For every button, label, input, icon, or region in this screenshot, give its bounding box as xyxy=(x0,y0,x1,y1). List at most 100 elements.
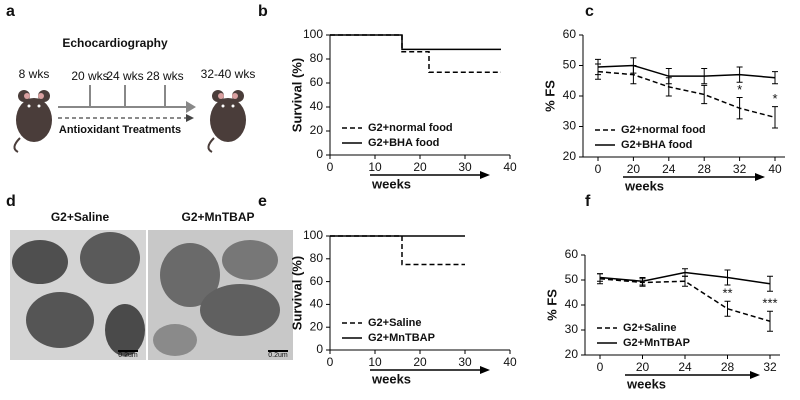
significance-label: *** xyxy=(762,296,777,311)
error-bar xyxy=(767,310,773,332)
survival-curve xyxy=(330,34,501,51)
y-tick-label: 60 xyxy=(310,274,324,288)
y-tick-label: 30 xyxy=(563,119,577,133)
y-axis-label: Survival (%) xyxy=(289,256,304,330)
error-bar xyxy=(772,106,778,129)
error-bar xyxy=(767,275,773,292)
x-tick-label: 40 xyxy=(503,355,517,369)
x-tick-label: 0 xyxy=(327,160,334,174)
x-tick-label: 28 xyxy=(721,360,735,374)
error-bar xyxy=(701,68,708,85)
x-tick-label: 40 xyxy=(503,160,517,174)
mouse-icon xyxy=(207,90,246,153)
x-tick-label: 30 xyxy=(458,355,472,369)
panel-letter: e xyxy=(258,193,267,210)
y-tick-label: 100 xyxy=(303,228,323,242)
x-tick-label: 20 xyxy=(413,355,427,369)
error-bar xyxy=(630,57,637,74)
y-tick-label: 20 xyxy=(563,149,577,163)
panel-letter: f xyxy=(585,193,591,210)
scale-label: 0.2um xyxy=(118,352,138,359)
y-tick-label: 40 xyxy=(565,297,579,311)
x-tick-label: 40 xyxy=(768,162,782,176)
error-bar xyxy=(595,58,601,76)
y-tick-label: 50 xyxy=(563,58,577,72)
error-bar xyxy=(701,84,708,105)
error-bar xyxy=(724,300,731,317)
x-tick-label: 30 xyxy=(458,160,472,174)
start-label: 8 wks xyxy=(19,67,50,81)
legend-label: G2+MnTBAP xyxy=(368,332,435,344)
y-axis-label: % FS xyxy=(544,289,559,321)
x-tick-label: 28 xyxy=(698,162,712,176)
y-tick-label: 60 xyxy=(563,27,577,41)
legend-label: G2+MnTBAP xyxy=(623,337,690,349)
line xyxy=(599,278,771,322)
y-tick-label: 20 xyxy=(565,347,579,361)
y-tick-label: 40 xyxy=(310,297,324,311)
treatment-label: Antioxidant Treatments xyxy=(59,124,181,136)
x-tick-label: 10 xyxy=(368,160,382,174)
error-bar xyxy=(639,277,646,286)
diagram-title: Echocardiography xyxy=(62,36,168,50)
y-tick-label: 20 xyxy=(310,319,324,333)
x-arrow-head xyxy=(480,171,490,179)
legend-label: G2+Saline xyxy=(368,317,422,329)
x-tick-label: 24 xyxy=(662,162,676,176)
y-tick-label: 0 xyxy=(316,147,323,161)
x-tick-label: 10 xyxy=(368,355,382,369)
legend-label: G2+Saline xyxy=(623,322,677,334)
x-tick-label: 20 xyxy=(636,360,650,374)
y-tick-label: 40 xyxy=(310,99,324,113)
error-bar xyxy=(665,68,672,85)
x-axis-label: weeks xyxy=(371,176,411,191)
legend-label: G2+BHA food xyxy=(368,137,439,149)
timepoint-label: 28 wks xyxy=(146,69,183,83)
y-tick-label: 40 xyxy=(563,88,577,102)
y-axis-label: % FS xyxy=(542,80,557,112)
x-arrow-head xyxy=(755,173,765,181)
y-tick-label: 20 xyxy=(310,123,324,137)
error-bar xyxy=(736,66,743,83)
x-tick-label: 32 xyxy=(733,162,747,176)
x-arrow-head xyxy=(480,366,490,374)
panel-letter: d xyxy=(6,193,16,210)
micrograph xyxy=(148,230,293,360)
y-tick-label: 30 xyxy=(565,322,579,336)
x-arrow-head xyxy=(750,371,760,379)
y-tick-label: 50 xyxy=(565,272,579,286)
line xyxy=(597,70,776,119)
y-tick-label: 80 xyxy=(310,51,324,65)
y-axis-label: Survival (%) xyxy=(289,58,304,132)
error-bar xyxy=(682,268,688,277)
x-tick-label: 20 xyxy=(627,162,641,176)
timepoint-label: 24 wks xyxy=(106,69,143,83)
x-tick-label: 0 xyxy=(597,360,604,374)
legend-label: G2+normal food xyxy=(368,122,453,134)
error-bar xyxy=(597,273,603,282)
scale-label: 0.2um xyxy=(268,352,288,359)
significance-label: ** xyxy=(722,286,732,301)
significance-label: * xyxy=(772,91,777,106)
x-axis-label: weeks xyxy=(371,371,411,386)
end-label: 32-40 wks xyxy=(201,67,256,81)
timeline xyxy=(58,85,196,122)
x-axis-label: weeks xyxy=(624,178,664,193)
x-tick-label: 0 xyxy=(595,162,602,176)
x-tick-label: 20 xyxy=(413,160,427,174)
panel-letter: b xyxy=(258,3,268,20)
survival-curve xyxy=(330,235,465,266)
y-tick-label: 60 xyxy=(565,247,579,261)
y-tick-label: 100 xyxy=(303,27,323,41)
legend-label: G2+BHA food xyxy=(621,139,692,151)
line xyxy=(597,64,776,79)
timepoint-label: 20 wks xyxy=(71,69,108,83)
survival-curve xyxy=(330,34,501,73)
image-label: G2+Saline xyxy=(51,210,110,224)
y-tick-label: 0 xyxy=(316,342,323,356)
mouse-icon xyxy=(13,90,52,153)
y-tick-label: 60 xyxy=(310,75,324,89)
x-tick-label: 32 xyxy=(763,360,777,374)
image-label: G2+MnTBAP xyxy=(181,210,254,224)
